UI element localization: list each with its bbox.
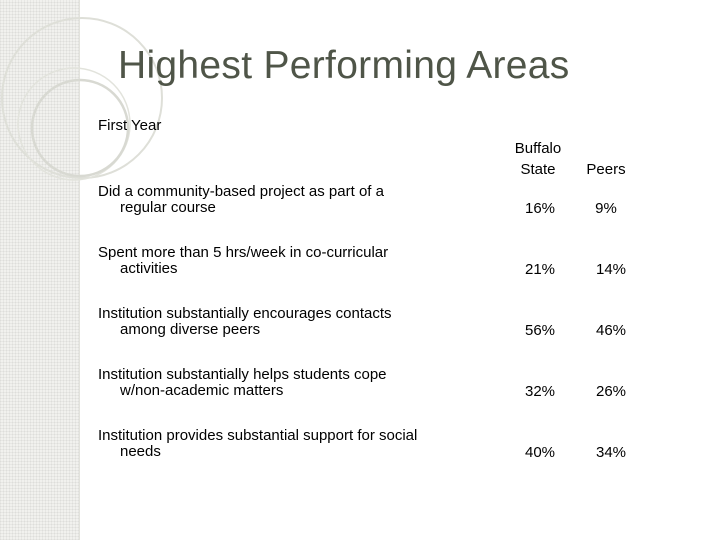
cell-buffalo-state: 16% bbox=[524, 200, 556, 217]
slide-subtitle: First Year bbox=[98, 117, 162, 134]
row-label: Did a community-based project as part of… bbox=[98, 183, 384, 216]
cell-peers: 46% bbox=[595, 322, 627, 339]
row-label: Institution substantially helps students… bbox=[98, 366, 387, 399]
cell-peers: 14% bbox=[595, 261, 627, 278]
cell-buffalo-state: 21% bbox=[524, 261, 556, 278]
column-header-buffalo-state: Buffalo State bbox=[514, 140, 562, 178]
slide-title: Highest Performing Areas bbox=[118, 44, 570, 87]
row-label: Spent more than 5 hrs/week in co-curricu… bbox=[98, 244, 389, 277]
band-divider bbox=[79, 0, 80, 540]
background-pattern-band bbox=[0, 0, 79, 540]
cell-peers: 9% bbox=[595, 200, 617, 217]
row-label: Institution provides substantial support… bbox=[98, 427, 418, 460]
row-label: Institution substantially encourages con… bbox=[98, 305, 392, 338]
cell-buffalo-state: 56% bbox=[524, 322, 556, 339]
cell-peers: 26% bbox=[595, 383, 627, 400]
column-header-peers: Peers bbox=[586, 161, 626, 178]
cell-peers: 34% bbox=[595, 444, 627, 461]
cell-buffalo-state: 40% bbox=[524, 444, 556, 461]
cell-buffalo-state: 32% bbox=[524, 383, 556, 400]
